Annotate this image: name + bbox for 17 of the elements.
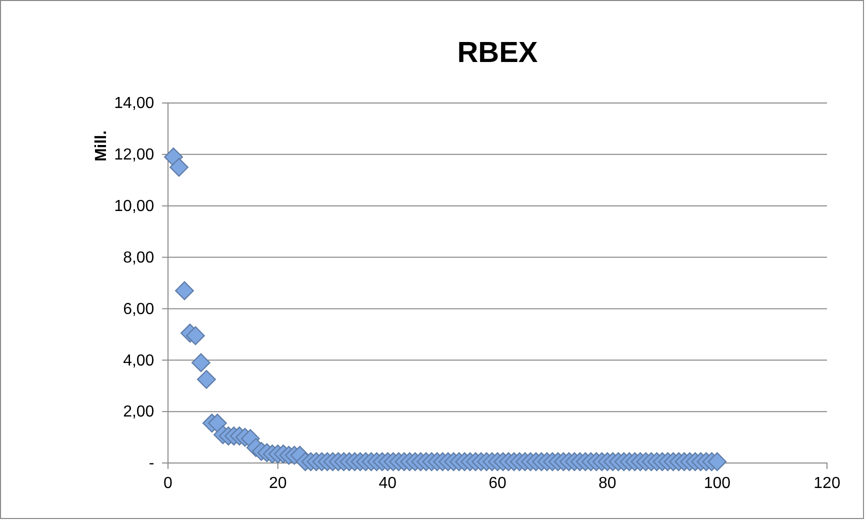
- y-tick-label: 4,00: [123, 352, 154, 370]
- y-tick-label: 14,00: [114, 95, 154, 112]
- x-tick-label: 20: [268, 475, 287, 492]
- y-tick-label: 12,00: [114, 146, 154, 164]
- y-axis-title: Mill.: [93, 130, 110, 162]
- chart-title: RBEX: [457, 37, 538, 69]
- x-tick-label: 80: [598, 475, 616, 492]
- y-tick-label: 10,00: [114, 198, 154, 215]
- y-tick-label: 2,00: [123, 404, 154, 421]
- x-tick-label: 0: [164, 475, 173, 492]
- x-tick-label: 120: [814, 475, 840, 492]
- x-tick-label: 100: [704, 475, 731, 492]
- x-tick-label: 40: [378, 475, 397, 492]
- x-tick-label: 60: [488, 475, 506, 492]
- y-tick-label: 8,00: [123, 249, 154, 266]
- y-tick-label: -: [148, 455, 154, 472]
- y-tick-label: 6,00: [123, 300, 154, 318]
